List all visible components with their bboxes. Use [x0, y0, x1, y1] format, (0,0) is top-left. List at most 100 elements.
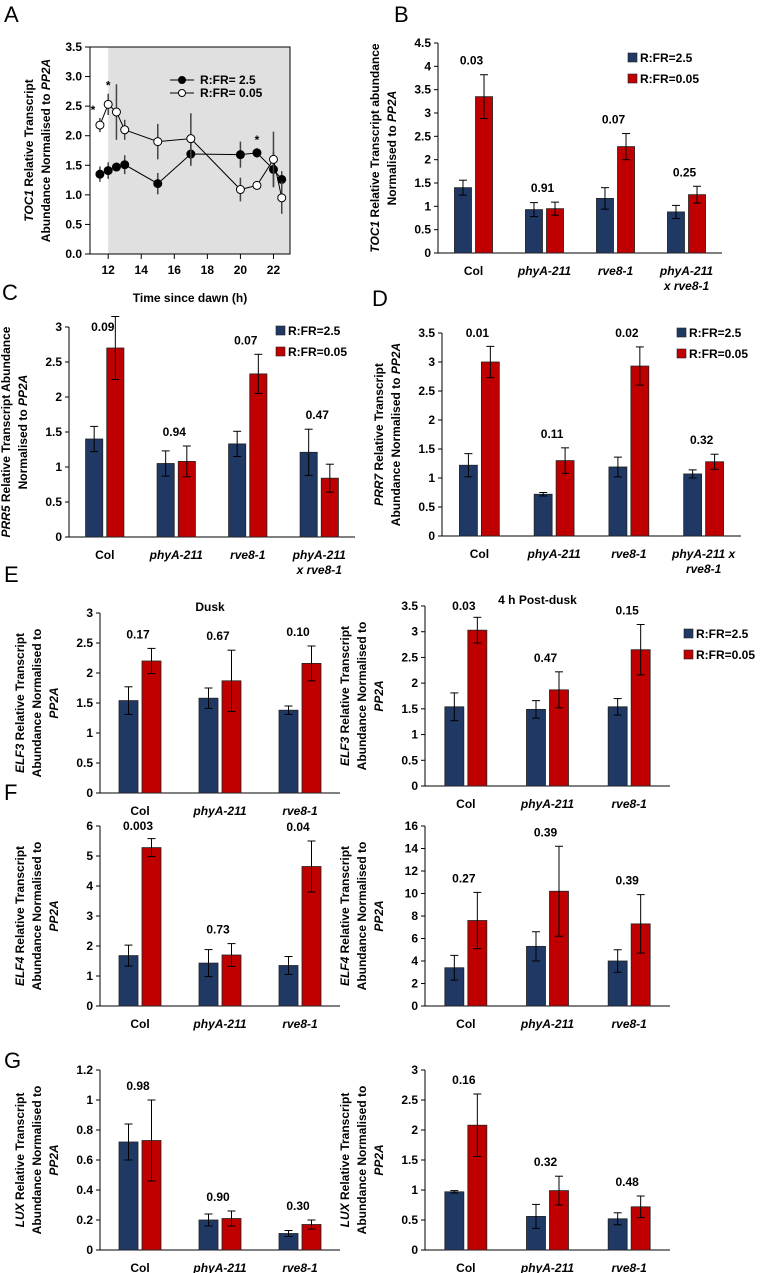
y-axis-label: ELF4 Relative Transcript — [338, 846, 352, 986]
p-value-label: 0.94 — [163, 425, 187, 439]
y-tick-label: 1 — [411, 728, 418, 742]
y-axis-label-part: TOC1 — [22, 190, 36, 222]
y-axis-label-part: PP2A — [39, 59, 53, 90]
legend-swatch — [676, 327, 687, 338]
x-tick-label: phyA-211 — [149, 548, 203, 562]
y-tick-label: 0 — [55, 530, 62, 544]
p-value-label: 0.02 — [615, 326, 639, 340]
legend-label: R:FR=0.05 — [288, 345, 347, 359]
x-tick-label: phyA-211 — [659, 264, 713, 278]
y-axis-label-part: PP2A — [372, 900, 386, 931]
y-tick-label: 4 — [424, 59, 431, 73]
p-value-label: 0.32 — [690, 433, 714, 447]
y-axis-label-part: Abundance Normalised to — [30, 1086, 44, 1235]
y-tick-label: 1 — [86, 969, 93, 983]
y-tick-label: 2 — [86, 666, 93, 680]
x-tick-label: 20 — [234, 263, 248, 277]
x-tick-label: phyA-211 — [527, 547, 581, 561]
data-point — [111, 162, 121, 172]
y-tick-label: 0.5 — [76, 756, 93, 770]
bar-rfr-low — [467, 629, 488, 787]
y-tick-label: 8 — [411, 909, 418, 923]
x-tick-label: phyA-211 — [192, 1261, 246, 1273]
y-axis-label-part: Relative Transcript — [22, 79, 36, 190]
x-tick-label: phyA-211 — [292, 548, 346, 562]
p-value-label: 0.48 — [615, 1175, 639, 1189]
x-tick-label: phyA-211 — [520, 797, 574, 811]
panel-letter: C — [2, 280, 18, 305]
y-tick-label: 1.5 — [65, 158, 82, 172]
y-tick-label: 2.5 — [45, 355, 62, 369]
x-tick-label: rve8-1 — [611, 1261, 647, 1273]
y-axis-label: LUX Relative Transcript — [338, 1093, 352, 1228]
y-tick-label: 0 — [86, 1243, 93, 1257]
y-axis-label-part: Abundance Normalised to — [39, 90, 53, 242]
y-axis-label: Abundance Normalised to — [30, 1086, 44, 1235]
y-axis-label: ELF4 Relative Transcript — [13, 846, 27, 986]
x-tick-label: rve8-1 — [282, 804, 318, 818]
bar-rfr-low — [480, 361, 500, 537]
x-tick-label: x rve8-1 — [296, 563, 343, 577]
y-axis-label: PP2A — [372, 1144, 386, 1175]
y-tick-label: 3 — [86, 909, 93, 923]
y-tick-label: 16 — [405, 819, 419, 833]
y-axis-label-part: Abundance Normalised to — [30, 842, 44, 991]
x-tick-label: Col — [456, 1017, 475, 1031]
y-axis-label-part: ELF4 — [13, 956, 27, 986]
y-axis-label-part: ELF4 — [338, 956, 352, 986]
y-tick-label: 12 — [405, 864, 419, 878]
y-tick-label: 2 — [424, 153, 431, 167]
y-tick-label: 0 — [86, 999, 93, 1013]
y-axis-label: PP2A — [47, 900, 61, 931]
y-tick-label: 1 — [424, 199, 431, 213]
y-tick-label: 2 — [411, 977, 418, 991]
bar-rfr-high — [198, 697, 219, 794]
y-axis-label-part: Relative Transcript — [338, 1093, 352, 1204]
bar-rfr-low — [630, 365, 650, 537]
x-tick-label: Col — [464, 264, 483, 278]
y-tick-label: 1.5 — [76, 696, 93, 710]
p-value-label: 0.01 — [466, 326, 490, 340]
bar-rfr-high — [683, 473, 703, 537]
data-point — [153, 137, 163, 147]
x-tick-label: phyA-211 — [192, 1017, 246, 1031]
x-tick-label: rve8-1 — [230, 548, 266, 562]
significance-asterisk: * — [255, 133, 260, 147]
y-axis-label-part: PP2A — [47, 900, 61, 931]
y-axis-label: TOC1 Relative Transcript — [22, 79, 36, 222]
y-tick-label: 1.2 — [76, 1063, 93, 1077]
y-axis-label: Abundance Normalised to — [355, 1086, 369, 1235]
x-tick-label: phyA-211 — [520, 1017, 574, 1031]
legend-swatch — [627, 73, 638, 84]
x-tick-label: phyA-211 — [520, 1261, 574, 1273]
y-tick-label: 0.2 — [76, 1213, 93, 1227]
bar-rfr-high — [278, 709, 299, 794]
y-tick-label: 1.5 — [45, 425, 62, 439]
panel-letter: G — [4, 1048, 21, 1073]
data-point — [120, 160, 130, 170]
x-tick-label: Col — [130, 1261, 149, 1273]
y-tick-label: 4.5 — [414, 36, 431, 50]
p-value-label: 0.09 — [91, 320, 115, 334]
x-tick-label: Col — [470, 547, 489, 561]
p-value-label: 0.17 — [126, 627, 150, 641]
p-value-label: 0.25 — [673, 165, 697, 179]
y-tick-label: 14 — [405, 842, 419, 856]
data-point — [252, 180, 262, 190]
p-value-label: 0.15 — [615, 604, 639, 618]
y-tick-label: 2.0 — [65, 129, 82, 143]
y-axis-label: PRR5 Relative Transcript Abundance — [0, 326, 13, 537]
x-tick-label: Col — [456, 797, 475, 811]
bar-rfr-high — [533, 493, 553, 537]
x-tick-label: rve8-1 — [611, 1017, 647, 1031]
x-tick-label: phyA-211 — [517, 264, 571, 278]
x-tick-label: rve8-1 — [598, 264, 634, 278]
y-tick-label: 2.5 — [414, 129, 431, 143]
p-value-label: 0.91 — [531, 181, 555, 195]
y-tick-label: 1.5 — [401, 702, 418, 716]
x-tick-label: Col — [95, 548, 114, 562]
legend-swatch — [683, 649, 694, 660]
plot-frame — [89, 46, 291, 255]
p-value-label: 0.16 — [452, 1073, 476, 1087]
y-tick-label: 0.5 — [65, 217, 82, 231]
